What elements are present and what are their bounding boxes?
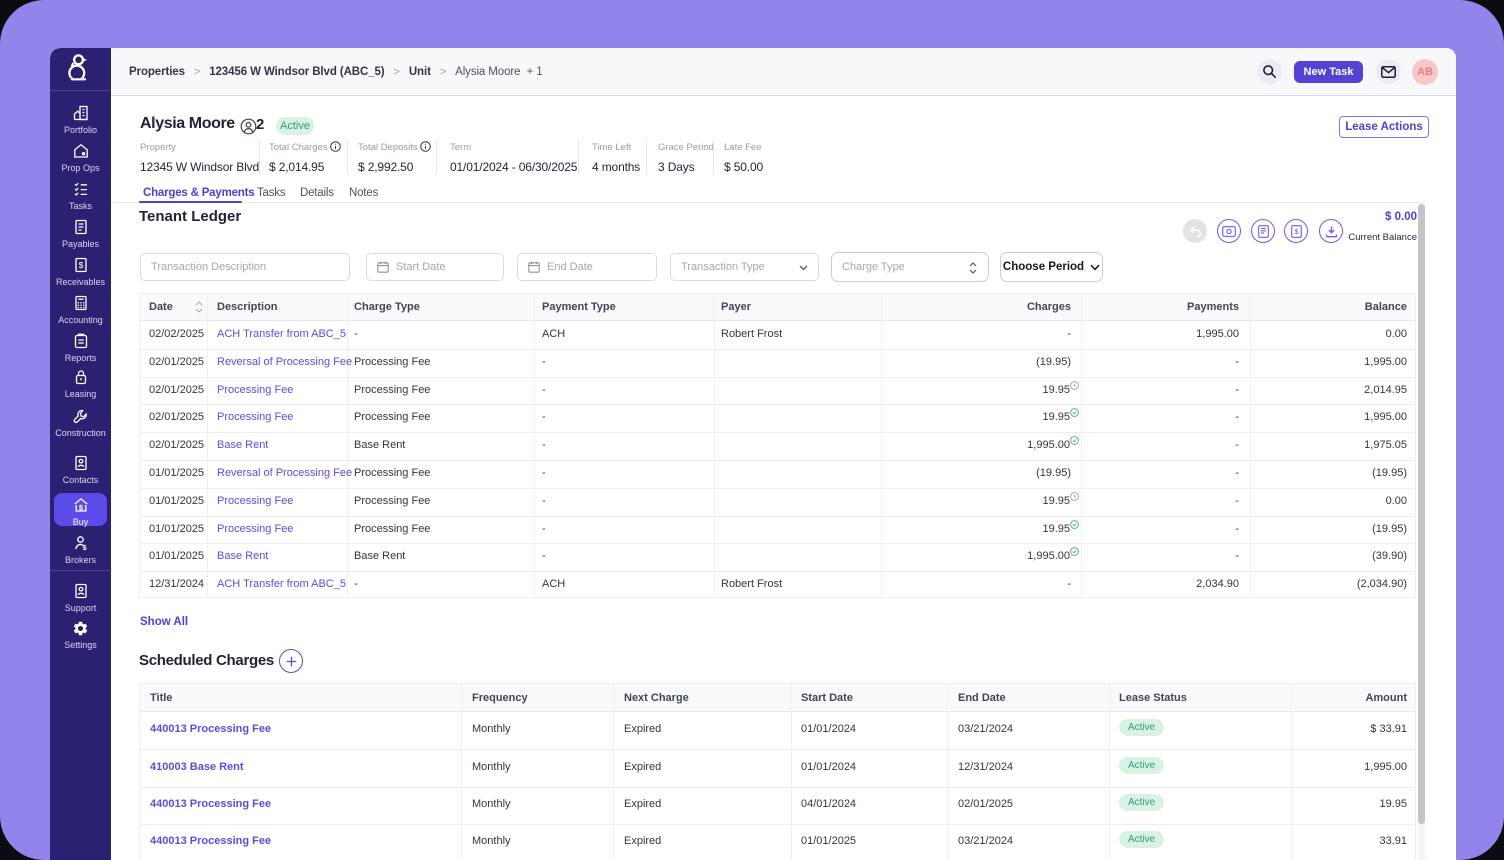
svg-text:$: $ — [78, 503, 83, 512]
svg-text:$: $ — [1294, 227, 1299, 236]
svg-text:$: $ — [82, 543, 87, 552]
svg-text:$: $ — [78, 260, 83, 270]
